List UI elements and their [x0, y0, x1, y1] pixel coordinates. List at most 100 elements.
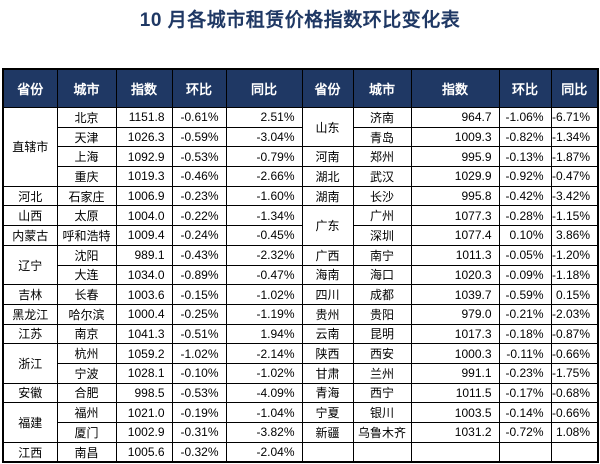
column-header-left-city: 城市 [56, 68, 117, 108]
table-row: 吉林 长春 1003.6 -0.15% -1.02% 四川 成都 1039.7 -0.59% 0.… [2, 284, 599, 305]
right-city-cell: 广州 [352, 205, 412, 227]
left-city-cell: 宁波 [56, 362, 117, 384]
right-province-cell: 贵州 [301, 303, 354, 325]
column-header-left-index: 指数 [115, 68, 173, 108]
left-yoy-cell: -2.32% [225, 244, 303, 266]
left-province-cell: 内蒙古 [2, 225, 58, 246]
right-province-cell: 宁夏 [301, 402, 354, 423]
left-index-cell: 1034.0 [115, 264, 173, 286]
right-mom-cell: -0.18% [498, 323, 552, 345]
left-index-cell: 998.5 [115, 382, 173, 404]
right-yoy-cell: -1.20% [550, 244, 599, 266]
right-mom-cell: -0.11% [498, 343, 552, 364]
left-yoy-cell: -0.47% [225, 264, 303, 286]
right-province-cell: 广西 [301, 244, 354, 266]
right-mom-cell: -0.17% [498, 382, 552, 404]
right-yoy-cell: -1.34% [550, 126, 599, 148]
column-header-right-city: 城市 [352, 68, 412, 108]
right-yoy-cell: -1.15% [550, 205, 599, 227]
right-index-cell: 1077.4 [410, 225, 500, 246]
left-yoy-cell: -1.04% [225, 402, 303, 423]
right-yoy-cell: 1.08% [550, 422, 599, 443]
table-header-row: 省份 城市 指数 环比 同比 省份 城市 指数 环比 同比 [2, 68, 599, 108]
left-mom-cell: -0.53% [171, 146, 227, 168]
left-province-cell: 江苏 [2, 323, 58, 345]
right-index-cell [410, 441, 500, 463]
left-yoy-cell: 2.51% [225, 107, 303, 128]
right-mom-cell: -0.28% [498, 205, 552, 227]
right-province-cell: 广东 [301, 205, 354, 246]
left-yoy-cell: -3.82% [225, 422, 303, 443]
right-province-cell: 四川 [301, 284, 354, 305]
table-row: 江苏 南京 1041.3 -0.51% 1.94% 云南 昆明 1017.3 -0.18% -0.… [2, 323, 599, 345]
right-mom-cell [498, 441, 552, 463]
right-city-cell: 武汉 [352, 166, 412, 187]
right-yoy-cell: -1.87% [550, 146, 599, 168]
left-yoy-cell: -3.04% [225, 126, 303, 148]
right-yoy-cell: -0.66% [550, 402, 599, 423]
right-city-cell: 昆明 [352, 323, 412, 345]
left-mom-cell: -0.23% [171, 185, 227, 207]
table-row: 上海 1092.9 -0.53% -0.79% 河南 郑州 995.9 -0.13% -1.87… [3, 146, 599, 168]
left-mom-cell: -0.89% [171, 264, 227, 286]
right-yoy-cell: -3.42% [550, 185, 599, 207]
right-index-cell: 1000.3 [410, 343, 500, 364]
right-city-cell: 银川 [352, 402, 412, 423]
right-yoy-cell: -1.18% [550, 264, 599, 286]
table-row: 河北 石家庄 1006.9 -0.23% -1.60% 湖南 长沙 995.8 -0.42% -3… [2, 185, 599, 207]
table-row: 江西 南昌 1005.6 -0.32% -2.04% [2, 441, 599, 463]
left-city-cell: 南昌 [56, 441, 117, 463]
left-index-cell: 1005.6 [115, 441, 173, 463]
right-index-cell: 1077.3 [410, 205, 500, 227]
table-row: 山西 太原 1004.0 -0.22% -1.34% 广东 广州 1077.3 -0.28% -1… [2, 205, 599, 246]
right-yoy-cell: -2.03% [550, 303, 599, 325]
right-index-cell: 995.8 [410, 185, 500, 207]
page-title: 10 月各城市租赁价格指数环比变化表 [139, 10, 461, 31]
left-city-cell: 厦门 [56, 422, 117, 443]
left-yoy-cell: -4.09% [225, 382, 303, 404]
left-city-cell: 太原 [56, 205, 117, 227]
right-mom-cell: -0.92% [498, 166, 552, 187]
right-province-cell: 湖北 [301, 166, 354, 187]
left-index-cell: 1003.6 [115, 284, 173, 305]
right-province-cell: 云南 [301, 323, 354, 345]
right-city-cell: 海口 [352, 264, 412, 286]
right-index-cell: 1011.3 [410, 244, 500, 266]
right-city-cell: 西安 [352, 343, 412, 364]
left-city-cell: 呼和浩特 [56, 225, 117, 246]
left-mom-cell: -0.10% [171, 362, 227, 384]
left-mom-cell: -0.32% [171, 441, 227, 463]
right-yoy-cell: -0.47% [550, 166, 599, 187]
left-mom-cell: -0.22% [171, 205, 227, 227]
column-header-left-yoy: 同比 [225, 68, 303, 108]
right-index-cell: 964.7 [410, 107, 500, 128]
left-province-cell: 安徽 [2, 382, 58, 404]
right-mom-cell: -0.14% [498, 402, 552, 423]
left-yoy-cell: -2.66% [225, 166, 303, 187]
left-yoy-cell: -2.14% [225, 343, 303, 364]
left-city-cell: 沈阳 [56, 244, 117, 266]
left-index-cell: 1019.3 [115, 166, 173, 187]
right-province-cell [301, 441, 354, 463]
left-mom-cell: -0.15% [171, 284, 227, 305]
right-mom-cell: -0.42% [498, 185, 552, 207]
left-mom-cell: -1.02% [171, 343, 227, 364]
left-index-cell: 1151.8 [115, 107, 173, 128]
left-index-cell: 1006.9 [115, 185, 173, 207]
right-province-cell: 海南 [301, 264, 354, 286]
left-index-cell: 1041.3 [115, 323, 173, 345]
right-city-cell: 乌鲁木齐 [352, 422, 412, 443]
right-index-cell: 991.1 [410, 362, 500, 384]
left-yoy-cell: -1.02% [225, 284, 303, 305]
right-index-cell: 1020.3 [410, 264, 500, 286]
right-mom-cell: -0.21% [498, 303, 552, 325]
right-city-cell: 青岛 [352, 126, 412, 148]
right-mom-cell: -1.06% [498, 107, 552, 128]
left-index-cell: 1059.2 [115, 343, 173, 364]
left-province-cell: 河北 [2, 185, 58, 207]
left-city-cell: 福州 [56, 402, 117, 423]
right-yoy-cell: -6.71% [550, 107, 599, 128]
right-city-cell: 兰州 [352, 362, 412, 384]
left-mom-cell: -0.46% [171, 166, 227, 187]
